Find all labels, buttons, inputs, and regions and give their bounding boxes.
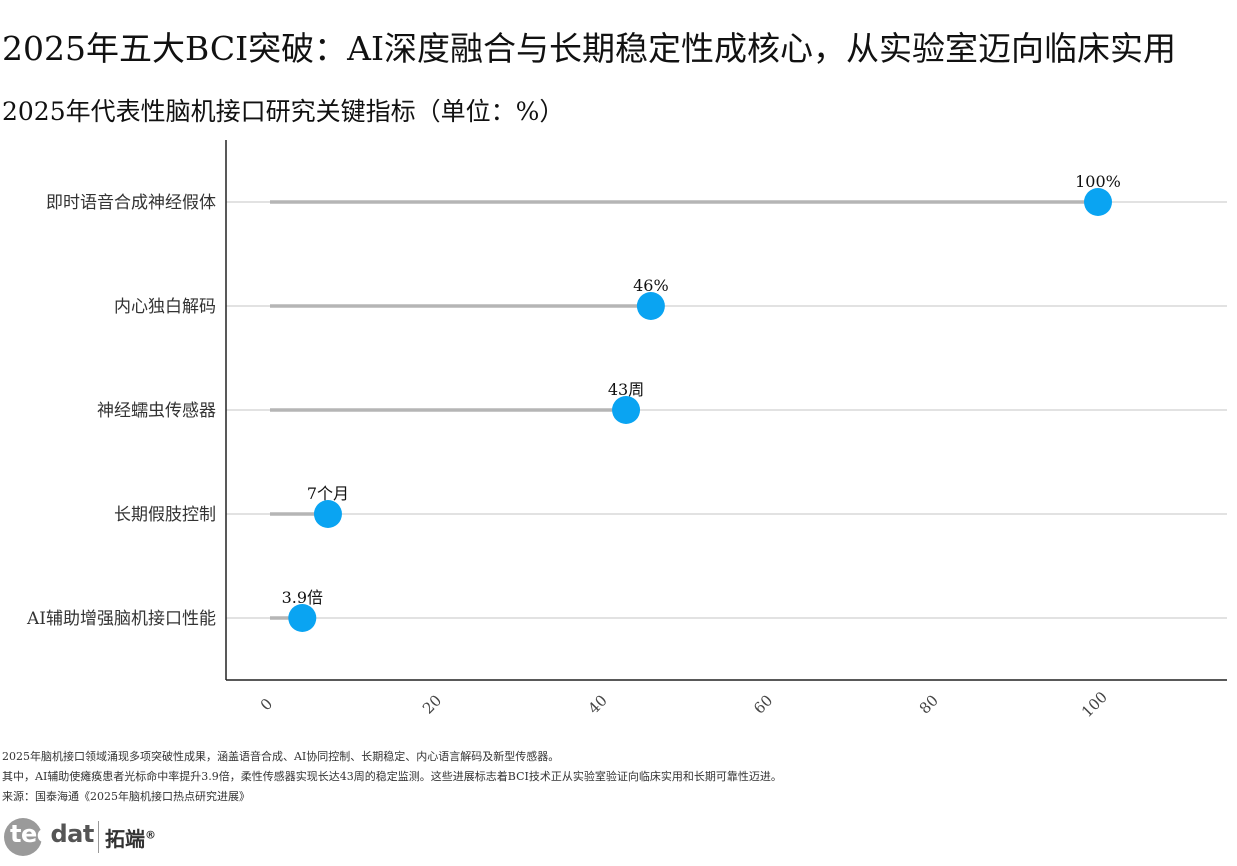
- data-point: [313, 500, 342, 528]
- data-label: 7个月: [307, 484, 349, 503]
- data-label: 100%: [1075, 172, 1121, 191]
- y-tick-label: 神经蠕虫传感器: [97, 401, 216, 421]
- data-label: 3.9倍: [282, 588, 323, 607]
- logo-divider: [98, 821, 99, 853]
- data-point: [636, 292, 665, 320]
- x-tick-label: 0: [257, 695, 276, 714]
- chart-subtitle: 2025年代表性脑机接口研究关键指标（单位：%）: [2, 97, 565, 126]
- x-tick-label: 80: [916, 691, 942, 717]
- logo-mark: tecdat: [4, 817, 96, 857]
- y-tick-label: 即时语音合成神经假体: [46, 193, 216, 213]
- data-point: [612, 396, 641, 424]
- data-point: [1084, 188, 1112, 216]
- brand-logo: tecdat 拓端®: [4, 816, 156, 858]
- footnote-line-1: 2025年脑机接口领域涌现多项突破性成果，涵盖语音合成、AI协同控制、长期稳定、…: [2, 750, 560, 763]
- y-tick-label: 长期假肢控制: [114, 505, 216, 525]
- footnote-line-2: 其中，AI辅助使瘫痪患者光标命中率提升3.9倍，柔性传感器实现长达43周的稳定监…: [2, 770, 782, 783]
- logo-text-light: tec: [10, 820, 51, 848]
- y-tick-label: AI辅助增强脑机接口性能: [26, 609, 216, 629]
- chart-title: 2025年五大BCI突破：AI深度融合与长期稳定性成核心，从实验室迈向临床实用: [2, 29, 1176, 68]
- data-label: 43周: [608, 380, 644, 399]
- data-label: 46%: [633, 276, 669, 295]
- logo-cn-text: 拓端: [105, 826, 145, 851]
- data-point: [288, 604, 317, 632]
- x-tick-label: 40: [585, 691, 611, 717]
- x-tick-label: 100: [1078, 688, 1111, 721]
- logo-text-dark: dat: [50, 820, 94, 848]
- y-tick-label: 内心独白解码: [114, 297, 216, 317]
- registered-mark: ®: [145, 827, 156, 841]
- source-note: 来源：国泰海通《2025年脑机接口热点研究进展》: [2, 790, 250, 803]
- logo-circle-icon: [4, 818, 42, 856]
- x-tick-label: 20: [419, 691, 445, 717]
- x-tick-label: 60: [750, 691, 776, 717]
